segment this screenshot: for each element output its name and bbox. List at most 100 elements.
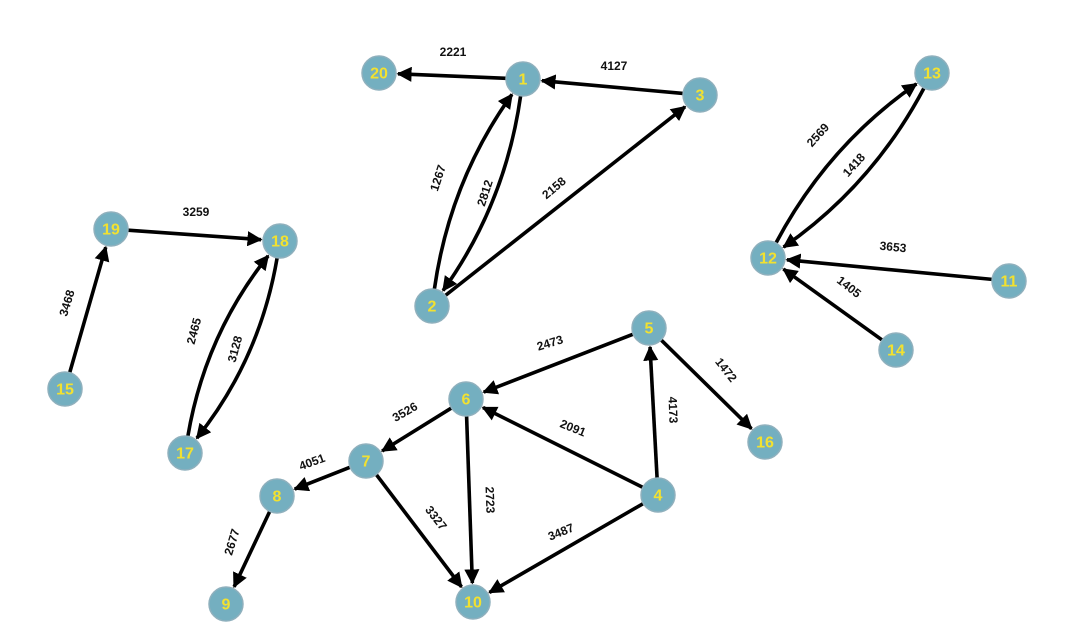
node-circle bbox=[991, 263, 1027, 299]
edge-weight-label: 1267 bbox=[427, 163, 449, 193]
node-label: 13 bbox=[923, 66, 941, 83]
edge-19-to-18 bbox=[127, 228, 263, 247]
node-circle bbox=[167, 435, 203, 471]
edge-6-to-10 bbox=[464, 415, 480, 585]
edge-weight-label: 1472 bbox=[712, 355, 740, 385]
node-circle bbox=[448, 381, 484, 417]
node-circle bbox=[631, 310, 667, 346]
node-label: 4 bbox=[654, 488, 663, 505]
edge-weight-label: 2158 bbox=[539, 174, 569, 202]
node-circle bbox=[262, 223, 298, 259]
edge-weight-label: 2091 bbox=[558, 417, 588, 440]
node-label: 19 bbox=[102, 222, 120, 239]
node-6: 6 bbox=[448, 381, 484, 417]
edge-weight-label: 1405 bbox=[834, 273, 864, 301]
node-11: 11 bbox=[991, 263, 1027, 299]
edge-4-to-6 bbox=[481, 405, 644, 490]
node-10: 10 bbox=[455, 584, 491, 620]
node-14: 14 bbox=[878, 332, 914, 368]
edge-weight-label: 4051 bbox=[297, 451, 327, 473]
node-circle bbox=[750, 240, 786, 276]
node-circle bbox=[47, 371, 83, 407]
node-circle bbox=[259, 478, 295, 514]
node-label: 11 bbox=[1001, 274, 1018, 291]
node-circle bbox=[640, 477, 676, 513]
node-circle bbox=[455, 584, 491, 620]
node-4: 4 bbox=[640, 477, 676, 513]
node-16: 16 bbox=[747, 424, 783, 460]
edge-12-to-13 bbox=[774, 82, 918, 244]
edge-weight-label: 3468 bbox=[56, 288, 77, 318]
edge-7-to-10 bbox=[374, 473, 463, 589]
edge-weight-label: 3128 bbox=[225, 334, 246, 364]
node-label: 6 bbox=[462, 392, 471, 409]
node-circle bbox=[747, 424, 783, 460]
node-17: 17 bbox=[167, 435, 203, 471]
node-circle bbox=[361, 55, 397, 91]
edge-weight-label: 3526 bbox=[390, 399, 420, 425]
node-20: 20 bbox=[361, 55, 397, 91]
edge-13-to-12 bbox=[782, 87, 926, 249]
node-label: 12 bbox=[759, 251, 777, 268]
edge-1-to-20 bbox=[396, 66, 507, 82]
edge-weight-label: 4173 bbox=[666, 396, 681, 423]
edge-4-to-5 bbox=[643, 345, 659, 479]
node-9: 9 bbox=[208, 586, 244, 622]
node-label: 18 bbox=[271, 234, 289, 251]
edge-weight-label: 3487 bbox=[546, 520, 576, 543]
node-label: 1 bbox=[519, 72, 528, 89]
node-circle bbox=[682, 77, 718, 113]
node-18: 18 bbox=[262, 223, 298, 259]
edge-weight-label: 3259 bbox=[183, 205, 210, 219]
node-2: 2 bbox=[414, 288, 450, 324]
node-label: 2 bbox=[428, 299, 437, 316]
edge-6-to-7 bbox=[380, 406, 453, 453]
edge-14-to-12 bbox=[782, 267, 884, 342]
edge-weight-label: 2473 bbox=[535, 332, 565, 353]
node-1: 1 bbox=[505, 61, 541, 97]
edge-weight-label: 2569 bbox=[804, 120, 832, 149]
node-label: 10 bbox=[464, 595, 482, 612]
node-19: 19 bbox=[93, 211, 129, 247]
node-label: 7 bbox=[362, 454, 371, 471]
node-label: 3 bbox=[696, 88, 705, 105]
edge-weight-label: 2465 bbox=[184, 316, 205, 346]
edge-5-to-6 bbox=[482, 332, 634, 395]
node-15: 15 bbox=[47, 371, 83, 407]
node-label: 14 bbox=[887, 343, 905, 360]
node-label: 20 bbox=[370, 66, 388, 83]
edge-11-to-12 bbox=[785, 253, 993, 282]
node-circle bbox=[505, 61, 541, 97]
edges-layer bbox=[67, 66, 993, 595]
edge-17-to-18 bbox=[186, 254, 270, 437]
node-label: 5 bbox=[645, 321, 654, 338]
edge-8-to-9 bbox=[232, 510, 272, 589]
node-label: 16 bbox=[756, 435, 774, 452]
edge-5-to-16 bbox=[659, 338, 753, 430]
edge-4-to-10 bbox=[488, 501, 645, 595]
node-circle bbox=[93, 211, 129, 247]
edge-weight-label: 2677 bbox=[221, 527, 242, 557]
node-label: 9 bbox=[222, 597, 231, 614]
edge-15-to-19 bbox=[67, 245, 110, 374]
node-circle bbox=[914, 55, 950, 91]
node-circle bbox=[414, 288, 450, 324]
node-13: 13 bbox=[914, 55, 950, 91]
node-8: 8 bbox=[259, 478, 295, 514]
edge-weight-label: 4127 bbox=[601, 59, 628, 73]
edge-3-to-1 bbox=[540, 74, 684, 96]
edge-weight-label: 2221 bbox=[440, 45, 467, 59]
node-5: 5 bbox=[631, 310, 667, 346]
node-12: 12 bbox=[750, 240, 786, 276]
edge-7-to-8 bbox=[293, 465, 351, 492]
edge-2-to-3 bbox=[444, 105, 687, 297]
node-label: 8 bbox=[273, 489, 282, 506]
node-circle bbox=[208, 586, 244, 622]
node-circle bbox=[878, 332, 914, 368]
node-3: 3 bbox=[682, 77, 718, 113]
node-label: 17 bbox=[176, 446, 194, 463]
edge-weight-label: 2723 bbox=[483, 486, 498, 513]
